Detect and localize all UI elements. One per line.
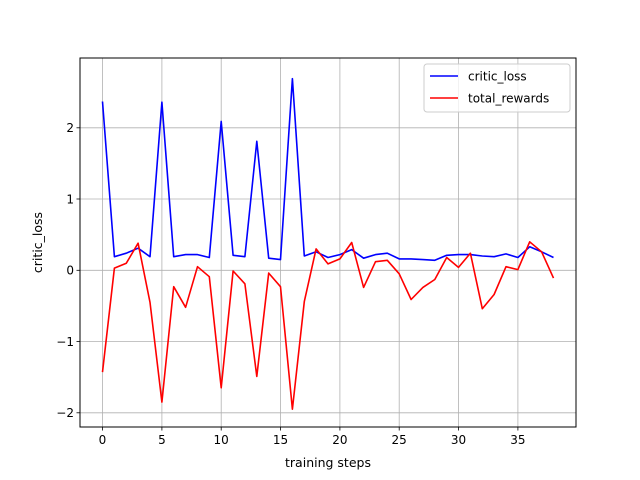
legend: critic_loss total_rewards [423, 63, 571, 113]
plot-frame [79, 57, 577, 428]
x-tick-label: 35 [510, 433, 525, 447]
series-lines [101, 77, 555, 411]
x-tick-label: 10 [214, 433, 229, 447]
y-tick-label: 2 [66, 121, 74, 135]
x-tick-label: 30 [451, 433, 466, 447]
x-tick-label: 0 [99, 433, 107, 447]
x-tick-label: 15 [273, 433, 288, 447]
legend-box [423, 63, 571, 113]
x-axis-label: training steps [285, 455, 371, 470]
series-line-critic-loss [101, 77, 554, 262]
legend-label-total-rewards: total_rewards [468, 92, 549, 106]
x-tick-label: 20 [332, 433, 347, 447]
x-tick-label: 5 [158, 433, 166, 447]
x-tick-label: 25 [392, 433, 407, 447]
series-line-total-rewards [101, 241, 555, 411]
y-tick-label: 1 [66, 192, 74, 206]
y-axis-label: critic_loss [30, 212, 45, 273]
grid-lines [80, 58, 576, 427]
y-tick-label: 0 [66, 264, 74, 278]
y-axis-ticks: −2 −1 0 1 2 [56, 121, 80, 420]
y-tick-label: −2 [56, 406, 74, 420]
x-axis-ticks: 0 5 10 15 20 25 30 35 [99, 427, 526, 447]
y-tick-label: −1 [56, 335, 74, 349]
legend-label-critic-loss: critic_loss [468, 70, 527, 84]
